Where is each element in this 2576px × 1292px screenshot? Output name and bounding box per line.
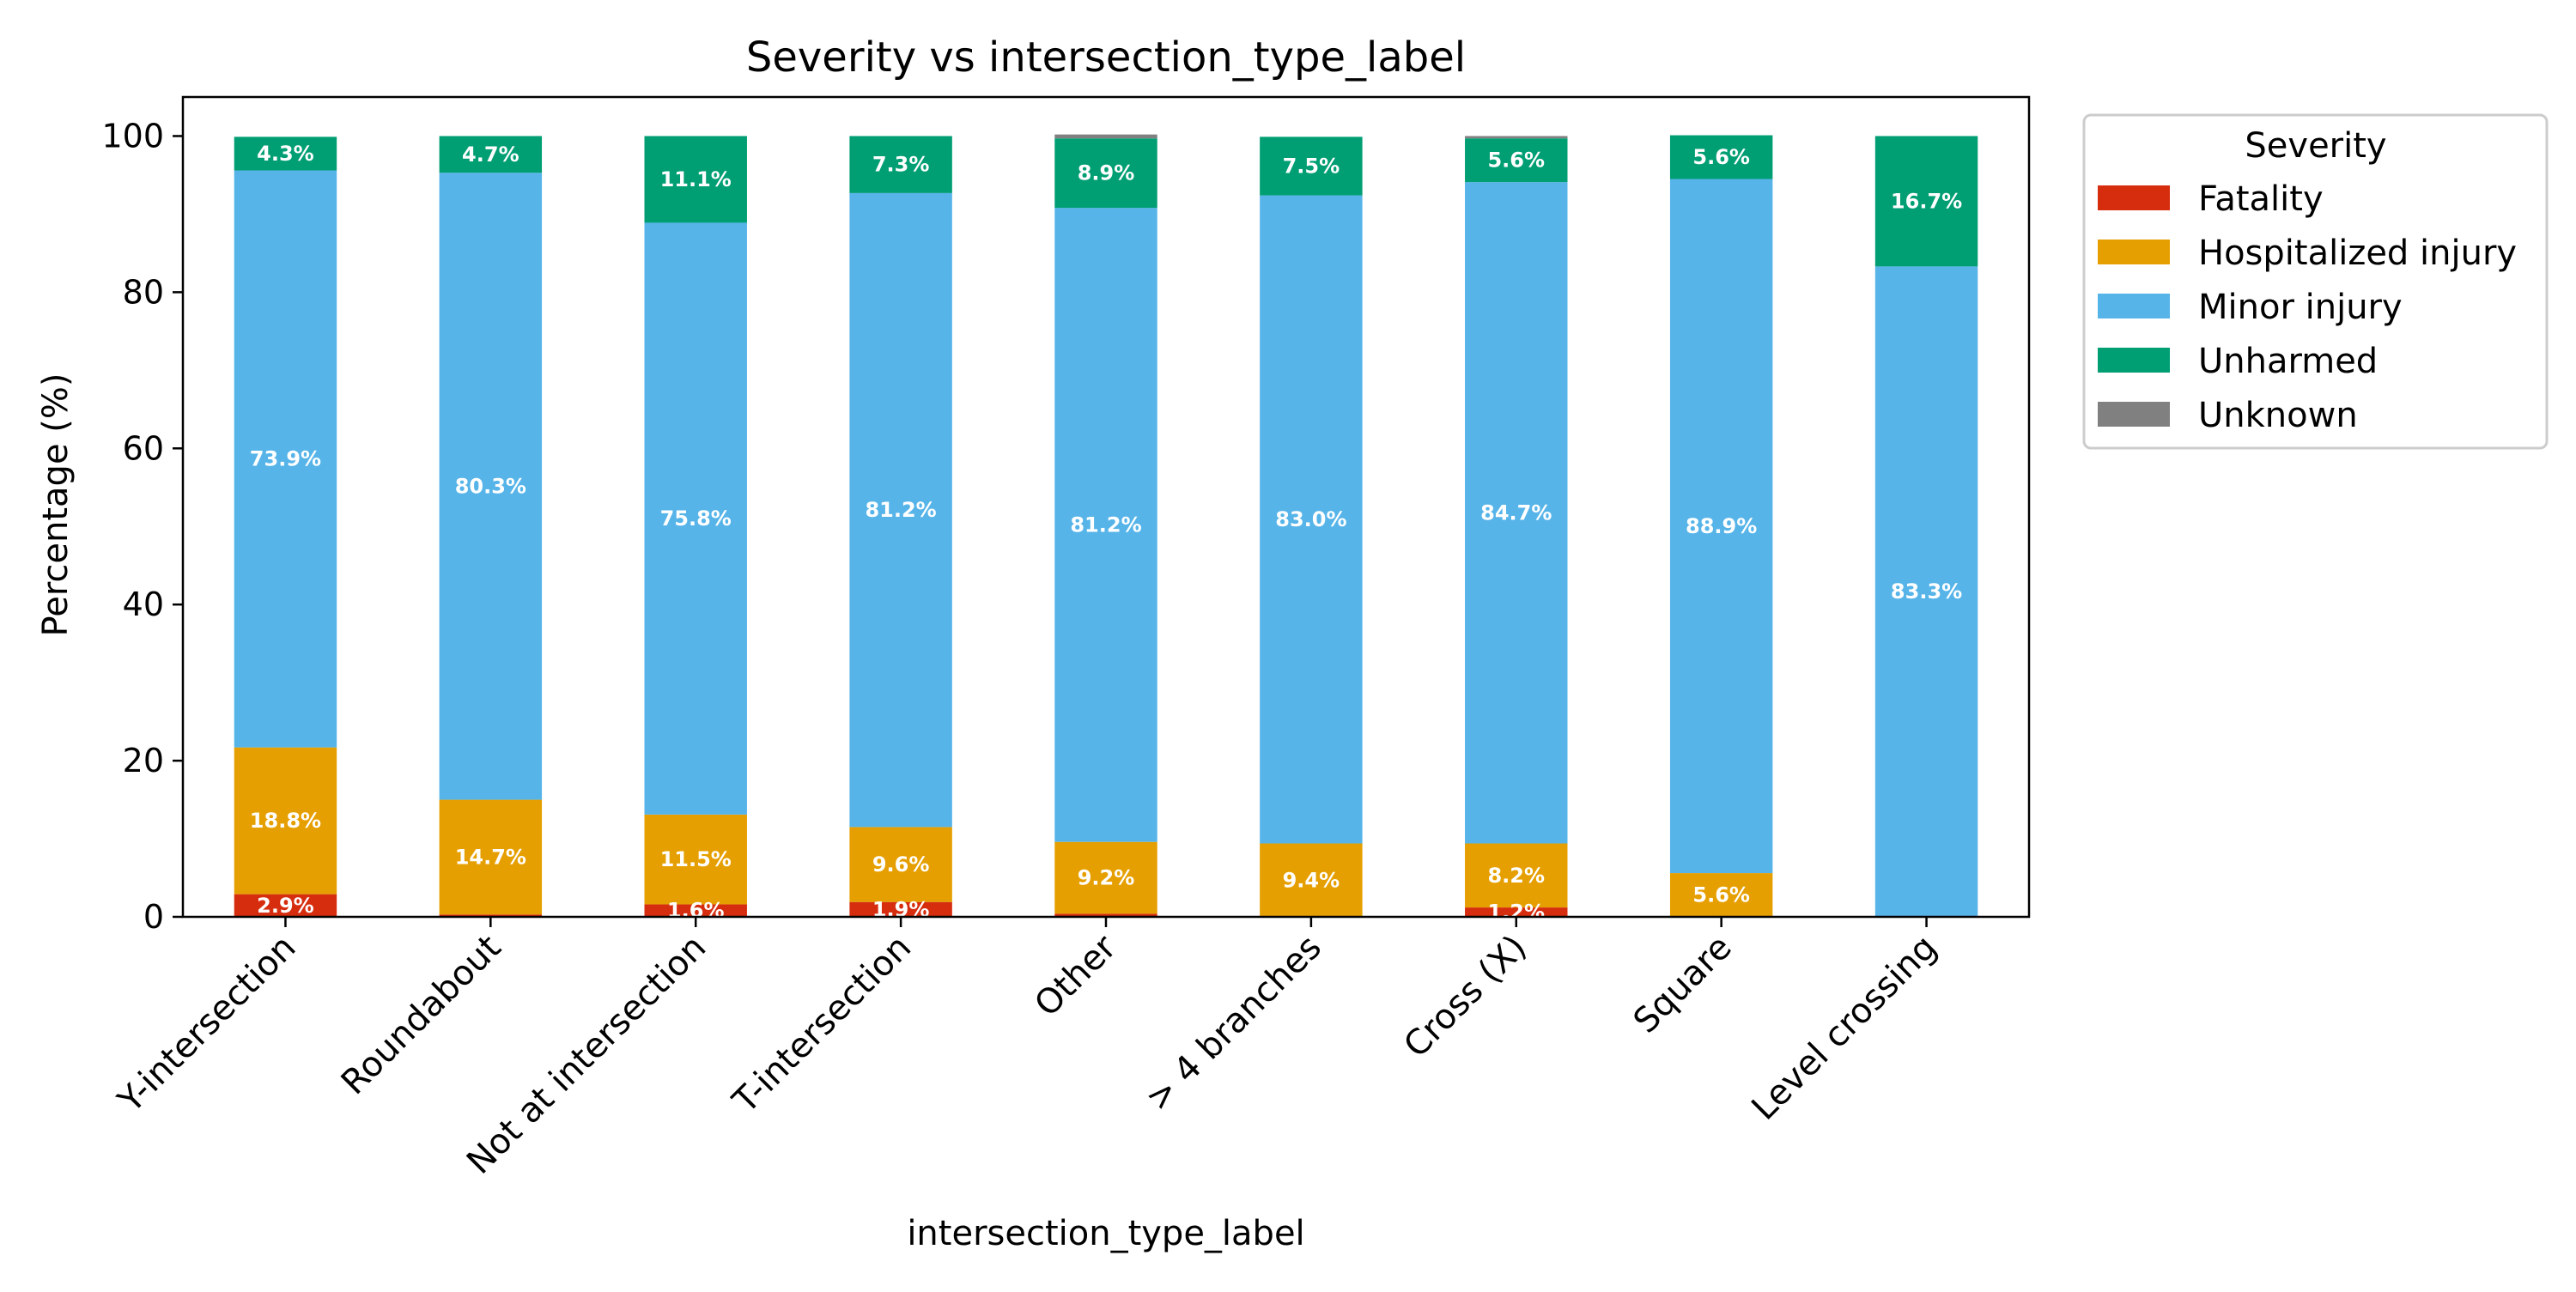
bar-segment-hospitalized-injury-other [1054,841,1157,914]
legend-label-fatality: Fatality [2198,179,2324,219]
data-label: 11.1% [660,167,732,191]
legend-swatch-minor-injury [2098,294,2170,318]
legend-items: Fatality Hospitalized injury Minor injury U… [2098,179,2517,435]
x-tick-label: Roundabout [334,928,509,1103]
bar-segment-hospitalized-injury-square [1669,873,1773,917]
bar-segment-minor-injury-t-intersection [849,192,952,828]
bar-segment-unharmed-not-at-intersection [644,136,747,223]
bar-segment-minor-injury-cross-x [1465,182,1568,844]
legend-label-minor-injury: Minor injury [2198,288,2403,327]
data-label: 2.9% [257,894,314,918]
x-axis-label: intersection_type_label [907,1214,1304,1253]
data-label: 84.7% [1480,500,1552,525]
y-tick-label: 40 [123,585,164,623]
y-tick-label: 60 [123,429,164,467]
bar-segment-hospitalized-injury-cross-x [1465,843,1568,908]
data-label: 7.5% [1283,154,1340,178]
x-tick-label: Y-intersection [110,928,303,1121]
data-label: 16.7% [1891,189,1962,213]
x-tick-label: Square [1626,928,1740,1041]
data-label: 5.6% [1487,149,1545,173]
data-label: 5.6% [1692,883,1750,907]
data-label: 4.3% [257,142,314,166]
bar-segment-unharmed-y-intersection [234,136,337,171]
bar-segment-fatality-other [1054,913,1157,917]
legend-title: Severity [2245,126,2386,166]
data-label: 8.2% [1487,864,1545,888]
bar-segment-minor-injury-other [1054,208,1157,842]
y-tick-label: 100 [101,117,164,155]
bar-segment-hospitalized-injury-roundabout [439,799,543,915]
data-label: 88.9% [1686,514,1757,538]
bar-segment-unharmed-level-crossing [1874,136,1978,267]
bar-segment-fatality-not-at-intersection [644,904,747,917]
y-axis-label: Percentage (%) [36,373,76,637]
bar-segment-unharmed-t-intersection [849,136,952,193]
bar-segment-unharmed-square [1669,135,1773,179]
x-tick-label: Cross (X) [1396,928,1534,1066]
data-label: 7.3% [872,153,930,177]
legend-swatch-unharmed [2098,348,2170,373]
bar-segment-fatality-t-intersection [849,901,952,917]
legend-label-hospitalized-injury: Hospitalized injury [2198,234,2517,273]
data-label: 11.5% [660,847,732,871]
chart-title: Severity vs intersection_type_label [746,33,1466,82]
bar-segment-unharmed-cross-x [1465,138,1568,183]
bar-segment-fatality-y-intersection [234,894,337,917]
data-label: 5.6% [1692,145,1750,169]
y-tick-label: 20 [123,742,164,779]
legend-label-unknown: Unknown [2198,396,2358,435]
x-tick-label: T-intersection [725,928,919,1122]
legend-frame [2082,113,2549,450]
data-label: 9.2% [1078,866,1135,890]
data-label: 81.2% [865,498,936,522]
data-label: 81.2% [1070,513,1141,537]
data-label: 8.9% [1078,161,1135,185]
legend-swatch-fatality [2098,185,2170,210]
bar-segment-unharmed-roundabout [439,136,543,173]
bar-segment-hospitalized-injury-t-intersection [849,827,952,902]
x-tick-label: Other [1027,927,1124,1024]
bar-segment-hospitalized-injury-4-branches [1260,843,1363,917]
bar-segment-unknown-cross-x [1465,136,1568,139]
bar-segment-unharmed-other [1054,138,1157,209]
bar-segment-minor-injury-square [1669,179,1773,874]
data-label: 80.3% [455,474,526,498]
data-label: 18.8% [250,809,321,833]
data-label: 83.0% [1275,507,1346,531]
data-label: 14.7% [455,845,526,869]
legend: Severity Fatality Hospitalized injury Mino… [2082,113,2549,450]
legend-label-unharmed: Unharmed [2198,342,2378,381]
bar-segment-minor-injury-level-crossing [1874,266,1978,917]
x-tick-label: Level crossing [1744,928,1944,1128]
bar-segment-minor-injury-4-branches [1260,195,1363,844]
bar-segment-hospitalized-injury-y-intersection [234,747,337,895]
data-label: 9.6% [872,852,930,876]
bar-segment-unharmed-4-branches [1260,136,1363,196]
bar-segment-minor-injury-y-intersection [234,170,337,748]
legend-swatch-hospitalized-injury [2098,240,2170,264]
data-label: 9.4% [1283,868,1340,892]
data-labels-layer: 2.9%18.8%73.9%4.3%14.7%80.3%4.7%1.6%11.5… [250,142,1962,925]
bar-segment-unknown-other [1054,134,1157,139]
bar-segment-fatality-cross-x [1465,907,1568,917]
legend-swatch-unknown [2098,402,2170,427]
bar-segment-minor-injury-not-at-intersection [644,222,747,815]
y-tick-label: 0 [143,898,164,936]
data-label: 4.7% [462,143,519,167]
bars-layer [234,134,1978,917]
bar-segment-fatality-roundabout [439,914,543,917]
data-label: 83.3% [1891,579,1962,604]
bar-segment-hospitalized-injury-not-at-intersection [644,814,747,905]
bar-segment-minor-injury-roundabout [439,173,543,800]
x-tick-label: > 4 branches [1138,928,1329,1119]
data-label: 75.8% [660,506,732,531]
y-tick-label: 80 [123,273,164,311]
data-label: 73.9% [250,447,321,471]
